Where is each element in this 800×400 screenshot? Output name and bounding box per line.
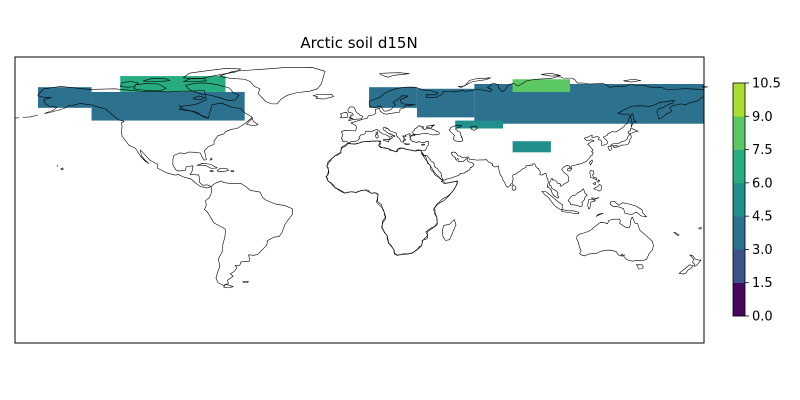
severnaya-zemlya-outline xyxy=(541,73,560,76)
kyushu-outline xyxy=(608,146,612,150)
data-region xyxy=(37,87,92,108)
madagascar-outline xyxy=(442,220,456,241)
mindanao-outline xyxy=(594,184,602,191)
data-region xyxy=(120,76,226,92)
colorbar-tick-label: 9.0 xyxy=(752,110,773,125)
visayas-outline xyxy=(593,180,600,185)
aral-sea-outline xyxy=(471,126,478,130)
colorbar-frame xyxy=(732,82,746,317)
north-america-outline xyxy=(38,86,252,188)
eurasia-outline xyxy=(326,77,704,256)
hudson-bay-outline xyxy=(179,105,208,119)
colorbar-tick-label: 7.5 xyxy=(752,143,773,158)
coastlines xyxy=(15,67,708,288)
shikoku-outline xyxy=(613,146,617,148)
south-america-outline xyxy=(204,181,292,286)
colorbar-cell xyxy=(733,282,745,317)
data-region xyxy=(416,88,475,118)
wrangel-island-outline xyxy=(702,86,708,87)
colorbar-tick-label: 6.0 xyxy=(752,176,773,191)
d15n-data-layer xyxy=(37,76,705,153)
parry-islands-outline xyxy=(143,78,170,81)
crete-outline xyxy=(404,143,409,144)
hispaniola-outline xyxy=(217,168,228,171)
borneo-outline xyxy=(568,189,587,207)
colorbar-tick-label: 3.0 xyxy=(752,243,773,258)
map-frame xyxy=(14,56,705,344)
colorbar-tick-label: 1.5 xyxy=(752,276,773,291)
luzon-outline xyxy=(590,171,597,181)
sumatra-outline xyxy=(542,191,563,209)
new-zealand-north-outline xyxy=(690,255,701,266)
sulawesi-outline xyxy=(588,197,599,209)
colorbar-cell xyxy=(733,83,745,117)
taiwan-outline xyxy=(589,160,592,165)
colorbar-cell xyxy=(733,116,745,150)
tierra-del-fuego-outline xyxy=(224,284,234,288)
colorbar-cell xyxy=(733,182,745,217)
cuba-outline xyxy=(197,163,217,168)
sri-lanka-outline xyxy=(512,184,516,190)
hawaii-outline xyxy=(57,166,63,170)
colorbar-tick-label: 10.5 xyxy=(752,77,781,92)
colorbar-cell xyxy=(733,216,745,250)
colorbar: 0.0 1.5 3.0 4.5 6.0 7.5 9.0 10.5 xyxy=(732,77,781,325)
corsica-outline xyxy=(376,132,378,135)
new-caledonia-outline xyxy=(674,232,679,235)
new-siberian-islands-outline xyxy=(624,79,641,82)
puerto-rico-outline xyxy=(231,171,234,172)
falklands-outline xyxy=(243,282,249,283)
baffin-island-outline xyxy=(185,83,239,101)
jamaica-outline xyxy=(210,171,214,172)
victoria-island-outline xyxy=(134,84,167,91)
sicily-outline xyxy=(383,139,389,142)
fiji-outline xyxy=(699,227,702,228)
honshu-outline xyxy=(611,134,632,146)
java-outline xyxy=(561,210,578,214)
ireland-outline xyxy=(340,112,348,118)
tasmania-outline xyxy=(636,265,643,269)
new-guinea-outline xyxy=(610,201,646,217)
data-region xyxy=(512,141,551,153)
colorbar-cell xyxy=(733,149,745,184)
map-title: Arctic soil d15N xyxy=(300,34,417,52)
newfoundland-outline xyxy=(247,118,258,125)
banks-island-outline xyxy=(120,82,138,88)
novaya-zemlya-outline xyxy=(458,78,491,88)
new-zealand-south-outline xyxy=(679,265,693,274)
colorbar-cell xyxy=(733,249,745,284)
svalbard-outline xyxy=(380,73,410,77)
iceland-outline xyxy=(313,94,333,99)
caspian-sea-outline xyxy=(449,125,463,142)
sardinia-outline xyxy=(375,135,378,139)
greenland-outline xyxy=(220,67,325,104)
colorbar-tick-label: 0.0 xyxy=(752,310,773,325)
cyprus-outline xyxy=(421,144,424,145)
sakhalin-outline xyxy=(631,114,637,127)
hainan-outline xyxy=(567,168,572,171)
colorbar-cells xyxy=(733,83,745,317)
data-region xyxy=(512,79,571,92)
devon-island-outline xyxy=(183,78,206,81)
data-region xyxy=(455,120,504,129)
data-region xyxy=(369,87,417,108)
southampton-island-outline xyxy=(193,96,204,100)
timor-outline xyxy=(596,213,603,216)
data-region xyxy=(91,91,245,121)
aleutian-islands-outline xyxy=(15,115,38,118)
bermuda-bahamas-outline xyxy=(210,158,212,160)
hokkaido-outline xyxy=(628,128,638,134)
map-panel xyxy=(14,56,708,344)
australia-outline xyxy=(577,217,654,261)
colorbar-tick-label: 4.5 xyxy=(752,210,773,225)
great-britain-outline xyxy=(348,107,363,121)
colorbar-ticks: 0.0 1.5 3.0 4.5 6.0 7.5 9.0 10.5 xyxy=(745,77,781,325)
